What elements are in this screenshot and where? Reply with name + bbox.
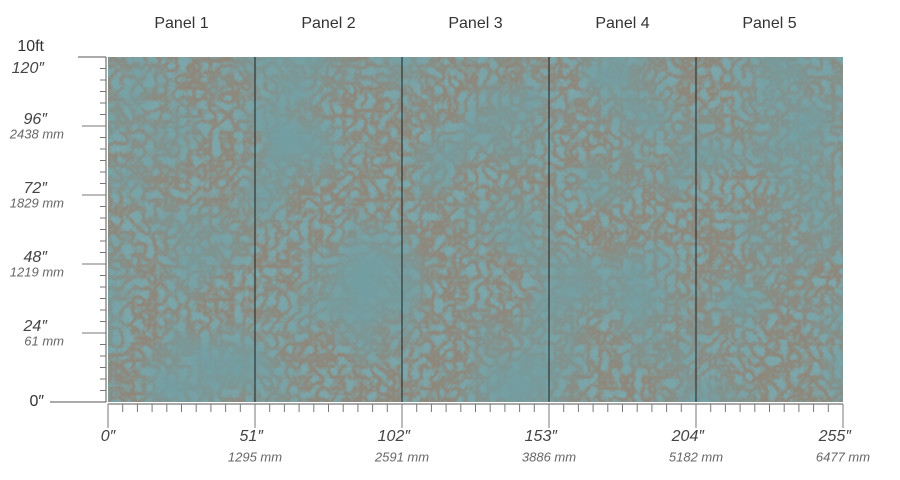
y-unit: 10ft: [17, 38, 44, 55]
y-mm-label: 1219 mm: [10, 264, 64, 279]
x-inch-label: 102″: [378, 428, 412, 445]
panel-label: Panel 5: [742, 15, 796, 32]
y-inch-label: 0″: [29, 393, 44, 410]
y-inch-label: 72″: [24, 180, 49, 197]
y-inch-label: 96″: [24, 111, 49, 128]
panel-label: Panel 2: [301, 15, 355, 32]
texture: [108, 57, 843, 402]
panel-label: Panel 1: [154, 15, 208, 32]
panel-label: Panel 4: [595, 15, 649, 32]
x-mm-label: 1295 mm: [228, 449, 282, 464]
y-mm-label: 1829 mm: [10, 195, 64, 210]
x-inch-label: 204″: [671, 428, 706, 445]
x-mm-label: 2591 mm: [374, 449, 429, 464]
y-inch-label: 48″: [24, 249, 49, 266]
x-inch-label: 153″: [525, 428, 559, 445]
x-mm-label: 6477 mm: [816, 449, 870, 464]
y-mm-label: 61 mm: [24, 333, 64, 348]
x-inch-label: 51″: [240, 428, 265, 445]
x-mm-label: 5182 mm: [669, 449, 723, 464]
x-inch-label: 0″: [101, 428, 117, 445]
rulers: Panel 1 Panel 2 Panel 3 Panel 4 Panel 5 10ft 1…: [9, 15, 870, 464]
panel-label: Panel 3: [448, 15, 502, 32]
y-inch-label: 120″: [12, 60, 46, 77]
x-inch-label: 255″: [818, 428, 853, 445]
x-mm-label: 3886 mm: [522, 449, 576, 464]
y-mm-label: 2438 mm: [9, 126, 64, 141]
y-inch-label: 24″: [23, 318, 49, 335]
